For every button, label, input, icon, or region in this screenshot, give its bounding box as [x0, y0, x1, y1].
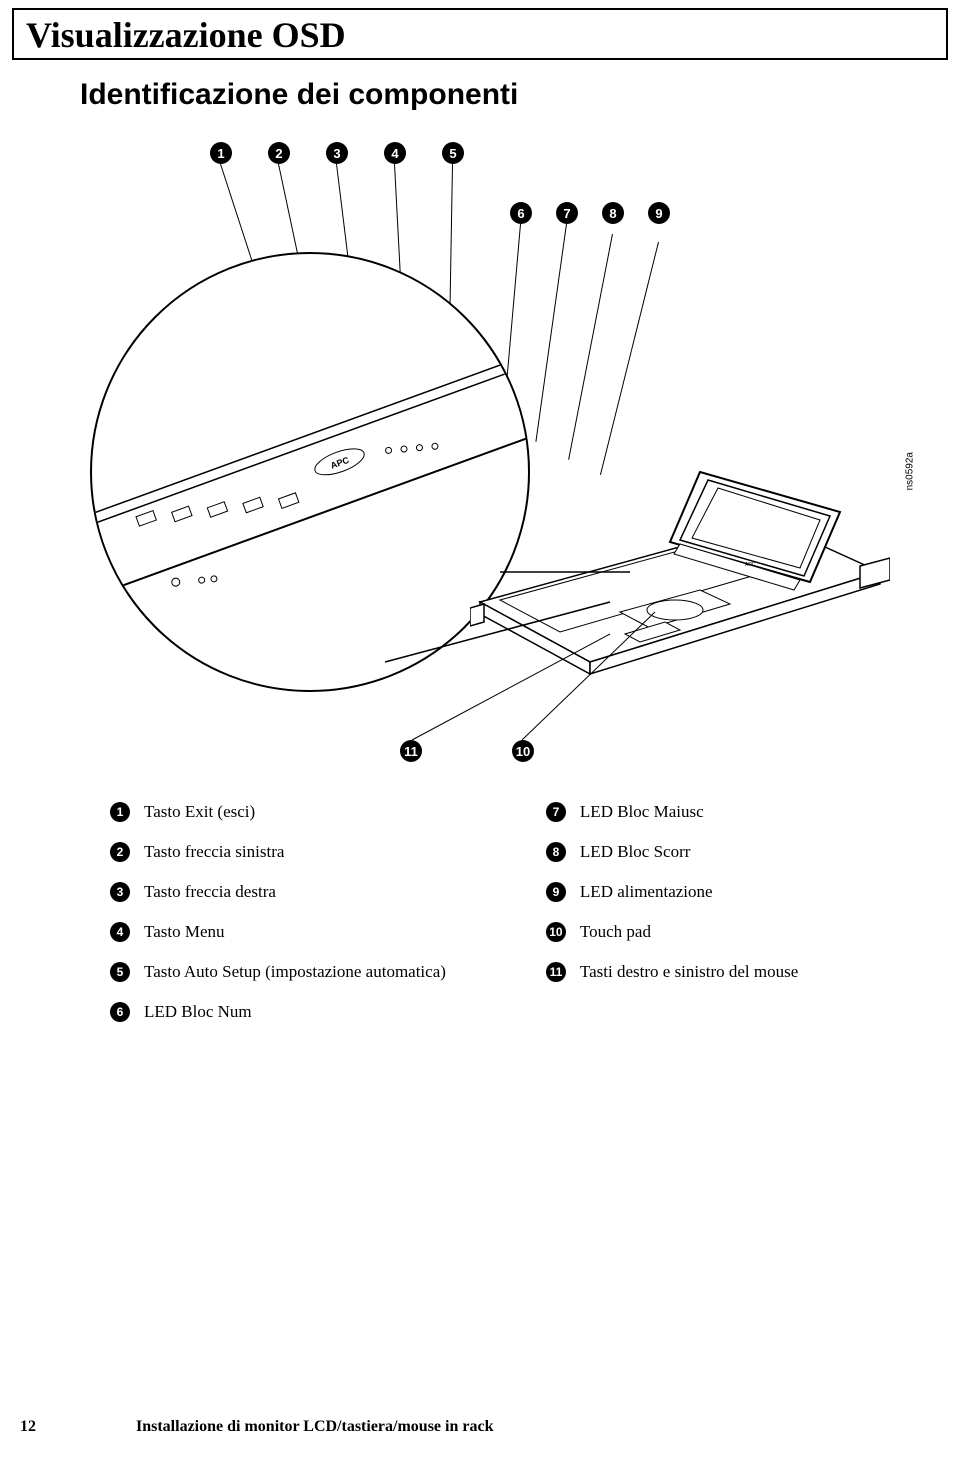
legend-row: 6 LED Bloc Num: [110, 1002, 446, 1022]
legend-num: 9: [546, 882, 566, 902]
callout-row-bottom: 11 10: [400, 740, 534, 762]
legend-row: 7 LED Bloc Maiusc: [546, 802, 798, 822]
callout-5: 5: [442, 142, 464, 164]
callout-1: 1: [210, 142, 232, 164]
callout-row-top: 1 2 3 4 5: [210, 142, 464, 164]
legend-row: 4 Tasto Menu: [110, 922, 446, 942]
callout-11: 11: [400, 740, 422, 762]
legend-num: 2: [110, 842, 130, 862]
legend-label: LED alimentazione: [580, 882, 713, 902]
legend-row: 9 LED alimentazione: [546, 882, 798, 902]
callout-8: 8: [602, 202, 624, 224]
legend-num: 8: [546, 842, 566, 862]
header-box: Visualizzazione OSD: [12, 8, 948, 60]
legend-row: 8 LED Bloc Scorr: [546, 842, 798, 862]
callout-3: 3: [326, 142, 348, 164]
page-title: Visualizzazione OSD: [26, 14, 934, 56]
device-drawing: APC: [470, 462, 890, 692]
legend-label: LED Bloc Maiusc: [580, 802, 704, 822]
legend-num: 6: [110, 1002, 130, 1022]
callout-10: 10: [512, 740, 534, 762]
legend-num: 7: [546, 802, 566, 822]
footer: 12 Installazione di monitor LCD/tastiera…: [0, 1418, 960, 1436]
legend-label: Tasto freccia destra: [144, 882, 276, 902]
legend: 1 Tasto Exit (esci) 2 Tasto freccia sini…: [110, 802, 960, 1022]
leader-line: [535, 224, 567, 442]
page-number: 12: [20, 1418, 36, 1436]
diagram-area: 1 2 3 4 5 6 7 8 9: [80, 142, 880, 762]
legend-num: 4: [110, 922, 130, 942]
legend-row: 3 Tasto freccia destra: [110, 882, 446, 902]
leader-line: [600, 242, 659, 475]
section-subtitle: Identificazione dei componenti: [80, 78, 960, 112]
svg-text:APC: APC: [745, 562, 756, 568]
legend-label: LED Bloc Num: [144, 1002, 252, 1022]
legend-num: 11: [546, 962, 566, 982]
image-id-label: ns0592a: [904, 452, 915, 490]
legend-label: LED Bloc Scorr: [580, 842, 690, 862]
callout-row-top-2: 6 7 8 9: [510, 202, 670, 224]
legend-label: Tasto Exit (esci): [144, 802, 255, 822]
legend-label: Tasto Auto Setup (impostazione automatic…: [144, 962, 446, 982]
legend-col-left: 1 Tasto Exit (esci) 2 Tasto freccia sini…: [110, 802, 446, 1022]
legend-row: 1 Tasto Exit (esci): [110, 802, 446, 822]
legend-num: 5: [110, 962, 130, 982]
footer-text: Installazione di monitor LCD/tastiera/mo…: [136, 1418, 493, 1436]
callout-2: 2: [268, 142, 290, 164]
legend-row: 10 Touch pad: [546, 922, 798, 942]
legend-num: 10: [546, 922, 566, 942]
zoom-circle: APC: [90, 252, 530, 692]
legend-label: Tasti destro e sinistro del mouse: [580, 962, 798, 982]
legend-label: Tasto Menu: [144, 922, 225, 942]
device-svg: APC: [470, 462, 890, 692]
legend-row: 11 Tasti destro e sinistro del mouse: [546, 962, 798, 982]
callout-7: 7: [556, 202, 578, 224]
callout-6: 6: [510, 202, 532, 224]
legend-label: Tasto freccia sinistra: [144, 842, 284, 862]
callout-4: 4: [384, 142, 406, 164]
legend-num: 3: [110, 882, 130, 902]
callout-9: 9: [648, 202, 670, 224]
legend-row: 5 Tasto Auto Setup (impostazione automat…: [110, 962, 446, 982]
legend-col-right: 7 LED Bloc Maiusc 8 LED Bloc Scorr 9 LED…: [546, 802, 798, 1022]
legend-num: 1: [110, 802, 130, 822]
legend-label: Touch pad: [580, 922, 651, 942]
legend-row: 2 Tasto freccia sinistra: [110, 842, 446, 862]
leader-line: [568, 234, 613, 460]
zoom-detail-svg: APC: [92, 254, 530, 692]
